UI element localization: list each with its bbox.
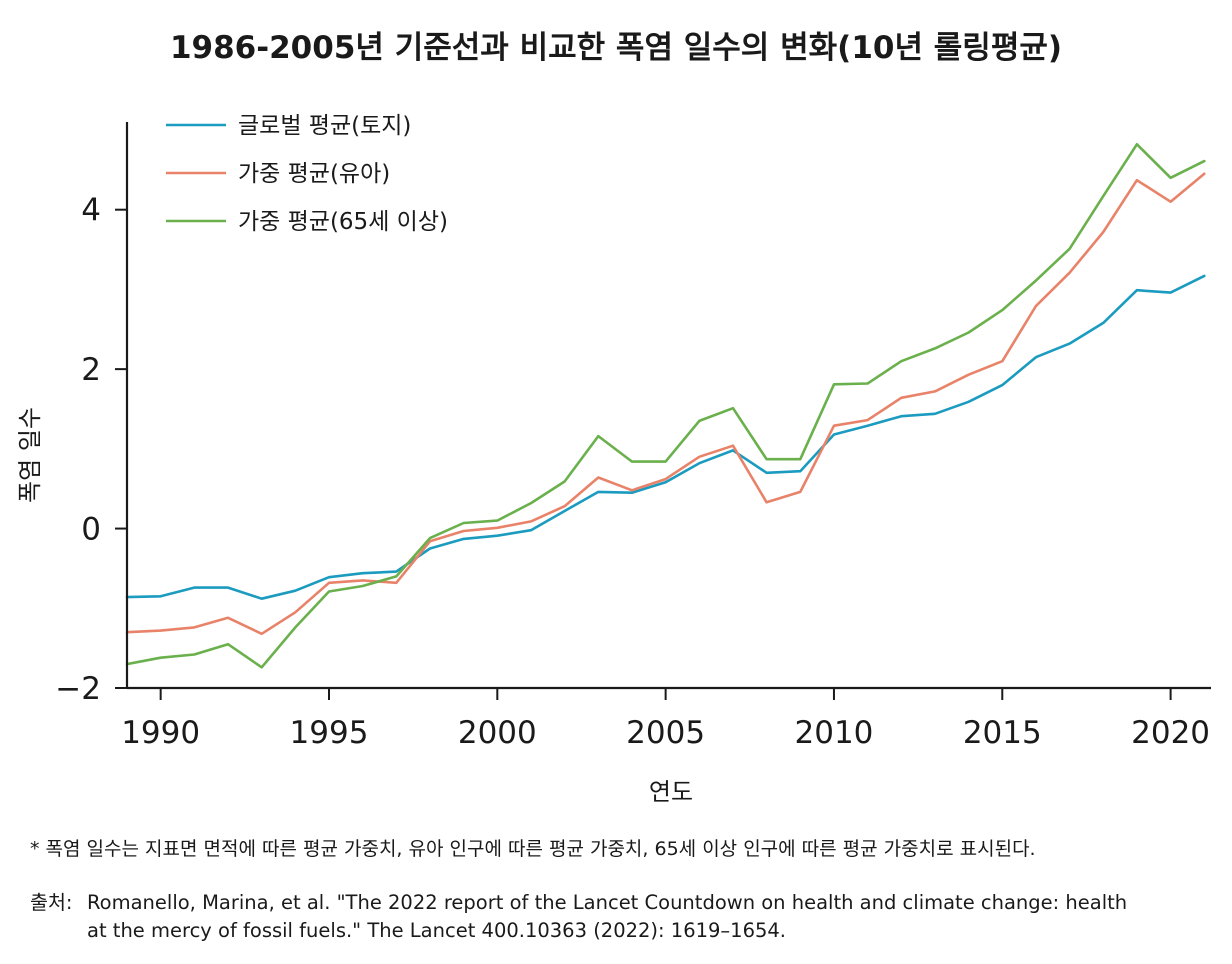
- series-line-3: [125, 143, 1206, 669]
- footnote: * 폭염 일수는 지표면 면적에 따른 평균 가중치, 유아 인구에 따른 평균…: [30, 838, 1036, 860]
- source-label: 출처:: [30, 891, 73, 914]
- source-citation: 출처: Romanello, Marina, et al. "The 2022 …: [30, 889, 1127, 945]
- y-tick-label: 4: [81, 193, 101, 229]
- y-tick-label: 0: [81, 512, 101, 548]
- chart-title: 1986-2005년 기준선과 비교한 폭염 일수의 변화(10년 롤링평균): [169, 30, 1063, 66]
- x-axis-title: 연도: [649, 778, 693, 806]
- x-tick-label: 2000: [458, 715, 537, 751]
- line-chart: −2 0 2 4 1990 1995 2000 2005 2010 2015 2020 연도 폭염 일수…: [16, 113, 1211, 806]
- y-tick-label: −2: [55, 671, 101, 707]
- x-tick-label: 1990: [121, 715, 200, 751]
- series-line-1: [125, 274, 1206, 601]
- source-line-1: Romanello, Marina, et al. "The 2022 repo…: [87, 891, 1128, 914]
- x-tick-label: 2015: [963, 715, 1042, 751]
- legend: 글로벌 평균(토지) 가중 평균(유아) 가중 평균(65세 이상): [166, 113, 448, 235]
- x-tick-label: 1995: [290, 715, 369, 751]
- x-tick-label: 2020: [1131, 715, 1210, 751]
- source-line-2: at the mercy of fossil fuels." The Lance…: [87, 919, 787, 942]
- y-tick-label: 2: [81, 352, 101, 388]
- legend-label-3: 가중 평균(65세 이상): [238, 209, 448, 235]
- axes-layer: −2 0 2 4 1990 1995 2000 2005 2010 2015 2020 연도 폭염 일수: [16, 122, 1211, 806]
- legend-label-2: 가중 평균(유아): [238, 161, 390, 187]
- y-axis-title: 폭염 일수: [16, 407, 44, 503]
- series-layer: [125, 143, 1206, 669]
- legend-label-1: 글로벌 평균(토지): [238, 113, 411, 139]
- x-tick-label: 2010: [795, 715, 874, 751]
- series-line-2: [125, 172, 1206, 636]
- x-tick-label: 2005: [626, 715, 705, 751]
